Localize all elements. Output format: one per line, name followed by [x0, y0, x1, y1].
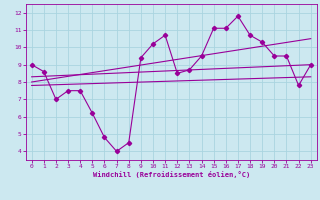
X-axis label: Windchill (Refroidissement éolien,°C): Windchill (Refroidissement éolien,°C)	[92, 171, 250, 178]
